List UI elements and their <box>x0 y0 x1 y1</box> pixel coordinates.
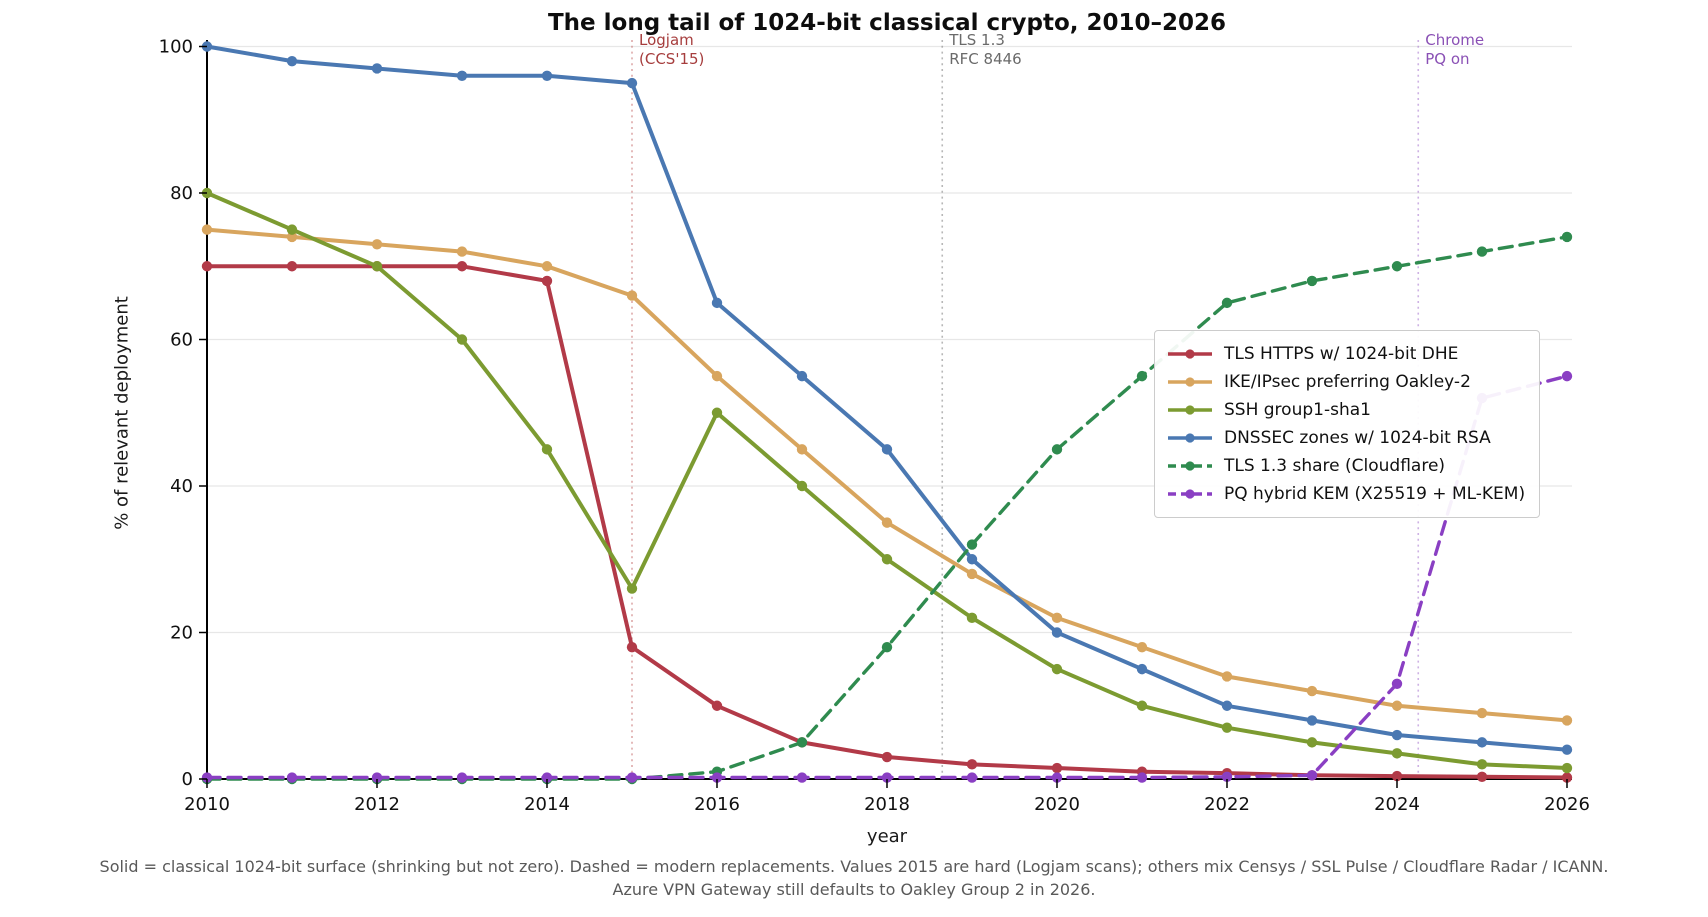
legend-label: TLS 1.3 share (Cloudflare) <box>1224 456 1446 476</box>
annotation-line: Logjam <box>639 31 694 49</box>
annotation-line: RFC 8446 <box>949 50 1022 68</box>
legend-item: SSH group1-sha1 <box>1166 396 1525 424</box>
legend-swatch <box>1168 405 1212 415</box>
annotation-line: Chrome <box>1425 31 1485 49</box>
series-5 <box>201 370 1573 783</box>
x-tick-label: 2012 <box>354 794 400 815</box>
y-tick-label: 40 <box>170 476 193 497</box>
x-tick-label: 2018 <box>864 794 910 815</box>
chart-caption: Solid = classical 1024-bit surface (shri… <box>0 855 1708 901</box>
legend-swatch <box>1168 461 1212 471</box>
x-tick-label: 2010 <box>184 794 230 815</box>
x-tick-label: 2022 <box>1204 794 1250 815</box>
legend-item: DNSSEC zones w/ 1024-bit RSA <box>1166 424 1525 452</box>
y-tick-label: 20 <box>170 623 193 644</box>
event-lines <box>631 40 1420 779</box>
y-axis-label: % of relevant deployment <box>111 296 133 530</box>
annotation-line: (CCS'15) <box>639 50 705 68</box>
y-tick-label: 80 <box>170 183 193 204</box>
legend-label: IKE/IPsec preferring Oakley-2 <box>1224 372 1471 392</box>
x-tick-label: 2024 <box>1374 794 1420 815</box>
legend-label: SSH group1-sha1 <box>1224 400 1371 420</box>
annotation-chrome-pq: Chrome PQ on <box>1425 31 1484 69</box>
series-3 <box>201 41 1573 755</box>
legend-swatch <box>1168 489 1212 499</box>
legend-item: PQ hybrid KEM (X25519 + ML-KEM) <box>1166 480 1525 508</box>
x-tick-label: 2026 <box>1544 794 1590 815</box>
x-tick-label: 2016 <box>694 794 740 815</box>
legend-item: TLS 1.3 share (Cloudflare) <box>1166 452 1525 480</box>
legend-swatch <box>1168 433 1212 443</box>
y-tick-label: 0 <box>182 769 193 790</box>
x-tick-label: 2014 <box>524 794 570 815</box>
chart-legend: TLS HTTPS w/ 1024-bit DHE IKE/IPsec prefe… <box>1154 330 1541 518</box>
annotation-tls13-rfc: TLS 1.3 RFC 8446 <box>949 31 1021 69</box>
axis-ticks: 0 20 40 60 80 100 2010 2012 2014 2016 2018 2020 2022… <box>159 37 1590 816</box>
legend-label: TLS HTTPS w/ 1024-bit DHE <box>1224 344 1459 364</box>
legend-swatch <box>1168 349 1212 359</box>
caption-line-2: Azure VPN Gateway still defaults to Oakl… <box>612 880 1096 899</box>
legend-item: IKE/IPsec preferring Oakley-2 <box>1166 368 1525 396</box>
annotation-logjam: Logjam (CCS'15) <box>639 31 704 69</box>
series-1 <box>201 224 1573 726</box>
x-axis-label: year <box>866 826 908 847</box>
legend-swatch <box>1168 377 1212 387</box>
x-tick-label: 2020 <box>1034 794 1080 815</box>
legend-label: DNSSEC zones w/ 1024-bit RSA <box>1224 428 1491 448</box>
chart-title: The long tail of 1024-bit classical cryp… <box>547 10 1227 36</box>
y-tick-label: 60 <box>170 330 193 351</box>
caption-line-1: Solid = classical 1024-bit surface (shri… <box>99 857 1609 876</box>
annotation-line: TLS 1.3 <box>949 31 1005 49</box>
y-tick-label: 100 <box>159 37 193 58</box>
legend-item: TLS HTTPS w/ 1024-bit DHE <box>1166 340 1525 368</box>
legend-label: PQ hybrid KEM (X25519 + ML-KEM) <box>1224 484 1526 504</box>
annotation-line: PQ on <box>1425 50 1470 68</box>
